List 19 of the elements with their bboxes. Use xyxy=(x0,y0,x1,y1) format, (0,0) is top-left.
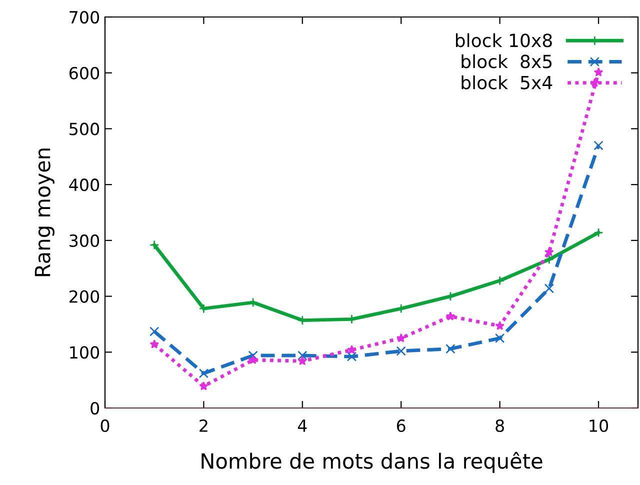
y-tick-label: 100 xyxy=(70,346,100,359)
x-tick-label: 8 xyxy=(496,419,504,432)
legend-label: block 5x4 xyxy=(462,75,552,90)
y-axis-title: Rang moyen xyxy=(34,148,54,276)
y-tick-label: 500 xyxy=(70,122,100,136)
x-tick-label: 6 xyxy=(396,419,406,432)
y-tick-label: 400 xyxy=(69,178,100,192)
y-tick-label: 200 xyxy=(70,290,100,303)
y-tick-label: 300 xyxy=(70,234,100,247)
x-tick-label: 0 xyxy=(100,419,110,432)
y-tick-label: 700 xyxy=(70,10,100,24)
legend-label: block 8x5 xyxy=(462,54,552,68)
y-tick-label: 600 xyxy=(69,66,100,80)
y-tick-label: 0 xyxy=(90,402,100,415)
legend-label: block 10x8 xyxy=(456,33,552,48)
x-tick-label: 10 xyxy=(590,419,608,432)
x-axis-title: Nombre de mots dans la requête xyxy=(202,452,542,473)
x-tick-label: 4 xyxy=(298,420,307,432)
x-tick-label: 2 xyxy=(200,419,208,432)
